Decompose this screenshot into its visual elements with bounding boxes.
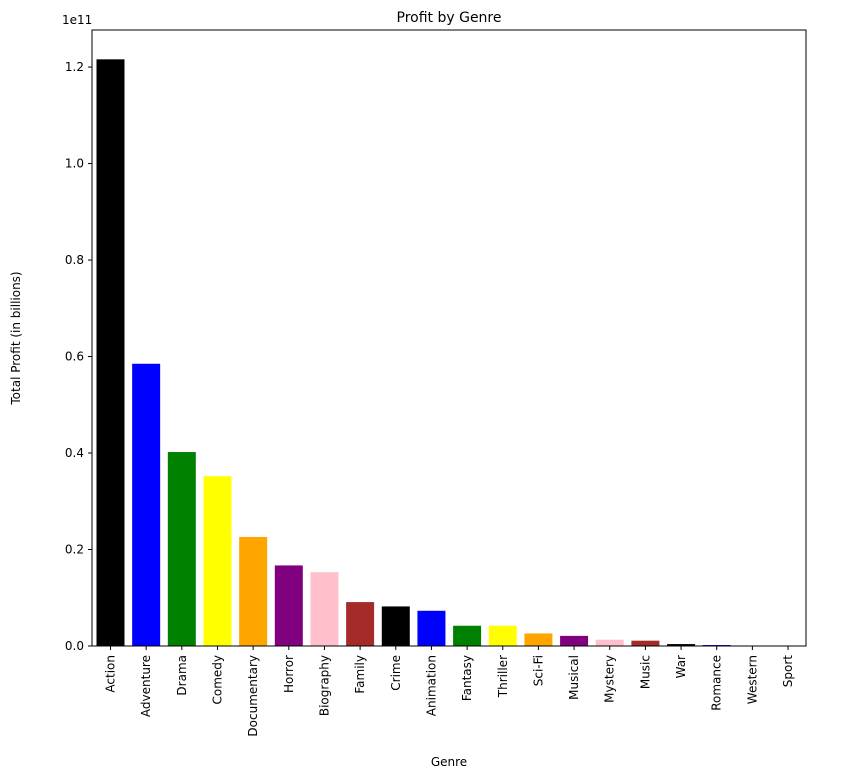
- chart-title: Profit by Genre: [397, 10, 502, 26]
- x-ticks-group: Action Adventure Drama Comedy Documentary Hor…: [104, 646, 795, 737]
- plot-frame: [91, 29, 807, 647]
- bar-sci-fi: [524, 633, 553, 646]
- bar-documentary: [239, 536, 268, 646]
- x-tick-label: Music: [638, 655, 652, 689]
- y-tick-label: 0.8: [65, 253, 84, 267]
- x-tick-label: Sport: [781, 655, 795, 688]
- bar-crime: [381, 606, 410, 646]
- bar-war: [667, 644, 696, 646]
- x-tick-label: Family: [353, 655, 367, 694]
- y-tick-label: 0.0: [65, 639, 84, 653]
- x-tick-label: Crime: [389, 655, 403, 691]
- bar-thriller: [488, 625, 517, 646]
- x-tick-label: War: [674, 655, 688, 678]
- x-tick-label: Fantasy: [460, 655, 474, 701]
- bar-mystery: [595, 639, 624, 646]
- x-tick-label: Drama: [175, 655, 189, 696]
- bar-horror: [274, 565, 303, 646]
- x-tick-label: Romance: [710, 655, 724, 711]
- bar-animation: [417, 610, 446, 646]
- x-axis-label: Genre: [431, 755, 467, 769]
- bar-action: [96, 59, 125, 646]
- x-tick-label: Action: [104, 655, 118, 693]
- bar-comedy: [203, 476, 232, 646]
- x-tick-label: Biography: [317, 655, 331, 716]
- y-tick-label: 1.2: [65, 60, 84, 74]
- x-tick-label: Western: [745, 655, 759, 704]
- bars-group: [96, 59, 731, 646]
- y-tick-label: 1.0: [65, 157, 84, 171]
- bar-musical: [560, 635, 589, 646]
- bar-adventure: [132, 363, 161, 646]
- x-tick-label: Thriller: [496, 655, 510, 698]
- x-tick-label: Sci-Fi: [531, 655, 545, 686]
- y-axis-offset-label: 1e11: [62, 13, 92, 27]
- bar-biography: [310, 572, 339, 646]
- x-tick-label: Mystery: [603, 655, 617, 703]
- x-tick-label: Musical: [567, 655, 581, 700]
- y-axis-label: Total Profit (in billions): [9, 271, 23, 405]
- bar-music: [631, 640, 660, 646]
- bar-fantasy: [453, 625, 482, 646]
- y-ticks-group: 0.0 0.2 0.4 0.6 0.8 1.0 1.2: [65, 60, 92, 653]
- bar-family: [346, 602, 375, 646]
- y-tick-label: 0.4: [65, 446, 84, 460]
- y-tick-label: 0.6: [65, 350, 84, 364]
- bar-drama: [167, 452, 196, 646]
- y-tick-label: 0.2: [65, 543, 84, 557]
- x-tick-label: Adventure: [139, 655, 153, 717]
- x-tick-label: Horror: [282, 655, 296, 693]
- x-tick-label: Documentary: [246, 655, 260, 737]
- x-tick-label: Comedy: [210, 655, 224, 705]
- x-tick-label: Animation: [424, 655, 438, 716]
